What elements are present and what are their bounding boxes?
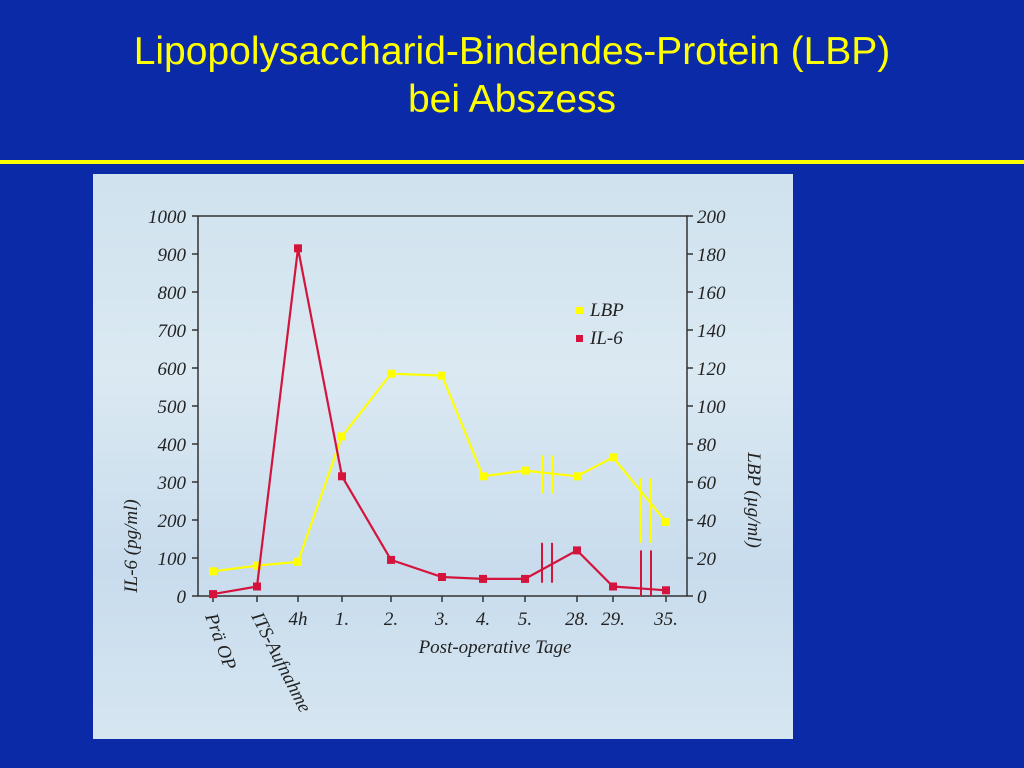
data-point-lbp bbox=[662, 517, 670, 526]
y-left-tick-label: 100 bbox=[158, 549, 187, 570]
legend-swatch-lbp bbox=[576, 307, 583, 314]
y-right-tick-label: 0 bbox=[697, 587, 707, 608]
y-left-tick-label: 200 bbox=[158, 511, 187, 532]
data-point-lbp bbox=[479, 472, 487, 481]
y-right-tick-label: 60 bbox=[697, 473, 717, 494]
data-point-il-6 bbox=[338, 472, 346, 481]
y-left-tick-label: 0 bbox=[177, 587, 187, 608]
y-left-tick-label: 1000 bbox=[148, 207, 187, 228]
data-point-il-6 bbox=[609, 582, 617, 591]
plot-frame bbox=[197, 215, 688, 597]
x-tick-label: Prä OP bbox=[200, 610, 240, 674]
y-left-tick-label: 400 bbox=[158, 435, 187, 456]
y-left-tick-label: 500 bbox=[158, 397, 187, 418]
y-right-tick-label: 20 bbox=[697, 549, 717, 570]
x-tick-label: 2. bbox=[384, 609, 398, 630]
slide-title-line-2: bei Abszess bbox=[407, 78, 617, 121]
y-right-tick-label: 120 bbox=[697, 359, 726, 380]
x-tick-label: 4. bbox=[476, 609, 490, 630]
x-tick-label: 5. bbox=[518, 609, 532, 630]
legend: LBP IL-6 bbox=[576, 300, 624, 349]
y-left-tick-label: 300 bbox=[157, 473, 187, 494]
data-point-il-6 bbox=[387, 555, 395, 564]
y-left-tick-label: 700 bbox=[158, 321, 187, 342]
series-layer bbox=[209, 244, 670, 599]
y-right-tick-label: 40 bbox=[697, 511, 717, 532]
data-point-lbp bbox=[338, 432, 346, 441]
legend-label-lbp: LBP bbox=[589, 300, 624, 321]
x-tick-label: 35. bbox=[653, 609, 678, 630]
legend-swatch-il-6 bbox=[576, 335, 583, 342]
legend-label-il-6: IL-6 bbox=[589, 328, 623, 349]
y-left-tick-label: 600 bbox=[158, 359, 187, 380]
y-left-tick-label: 800 bbox=[158, 283, 187, 304]
x-tick-label: 1. bbox=[335, 609, 349, 630]
data-point-lbp bbox=[209, 567, 217, 576]
y-right-tick-label: 200 bbox=[697, 207, 726, 228]
axis-breaks bbox=[541, 455, 652, 596]
data-point-lbp bbox=[438, 371, 446, 380]
data-point-il-6 bbox=[479, 574, 487, 583]
y-right-tick-label: 140 bbox=[697, 321, 726, 342]
data-point-il-6 bbox=[438, 573, 446, 581]
y-right-tick-label: 180 bbox=[697, 245, 726, 266]
data-point-lbp bbox=[294, 557, 302, 566]
data-point-il-6 bbox=[294, 244, 302, 253]
slide-title-line-1: Lipopolysaccharid-Bindendes-Protein (LBP… bbox=[133, 30, 891, 73]
data-point-lbp bbox=[253, 561, 261, 570]
chart-panel: 0 100 200 300 400 500 600 700 800 900 1000 0 20 40 60 8… bbox=[93, 174, 793, 739]
y-right-tick-label: 80 bbox=[697, 435, 717, 456]
x-tick-label: 28. bbox=[565, 609, 589, 630]
title-divider bbox=[0, 160, 1024, 164]
data-point-lbp bbox=[609, 453, 617, 462]
data-point-il-6 bbox=[662, 586, 670, 595]
x-tick-label: 3. bbox=[434, 609, 449, 630]
chart: 0 100 200 300 400 500 600 700 800 900 1000 0 20 40 60 8… bbox=[121, 207, 764, 716]
data-point-lbp bbox=[521, 466, 529, 475]
data-point-il-6 bbox=[573, 546, 581, 555]
x-axis-title: Post-operative Tage bbox=[418, 637, 572, 658]
slide-title: Lipopolysaccharid-Bindendes-Protein (LBP… bbox=[0, 28, 1024, 124]
series-line-lbp bbox=[212, 372, 667, 573]
y-left-tick-label: 900 bbox=[158, 245, 187, 266]
data-point-il-6 bbox=[521, 574, 529, 583]
plot-area bbox=[192, 215, 693, 602]
x-tick-label: 4h bbox=[289, 609, 308, 630]
y-right-tick-label: 160 bbox=[697, 283, 726, 304]
data-point-lbp bbox=[573, 472, 581, 481]
x-tick-label: 29. bbox=[601, 609, 625, 630]
data-point-lbp bbox=[387, 369, 395, 378]
y-right-tick-label: 100 bbox=[697, 397, 726, 418]
y-left-axis-title: IL-6 (pg/ml) bbox=[121, 499, 142, 593]
data-point-il-6 bbox=[209, 590, 217, 599]
y-right-axis-title: LBP (µg/ml) bbox=[743, 451, 764, 548]
data-point-il-6 bbox=[253, 582, 261, 591]
